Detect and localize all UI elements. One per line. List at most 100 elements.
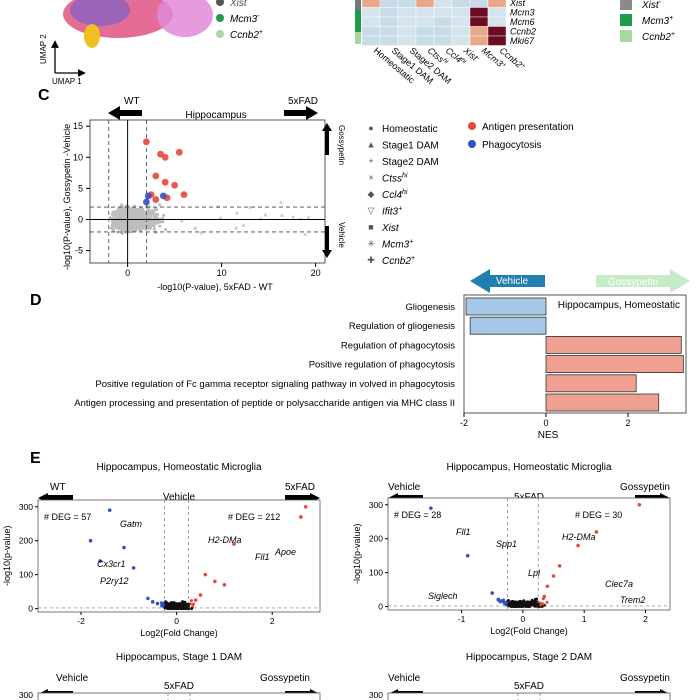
legend-color-label: Phagocytosis (482, 140, 541, 151)
volcano-plot-partial: Hippocampus, Stage 1 DAM Vehicle Gossypeti… (19, 652, 321, 700)
umap-axis-y: UMAP 2 (39, 34, 48, 64)
volcano-point (166, 602, 170, 606)
y-tick-label: 100 (19, 570, 33, 580)
y-tick-label: 200 (369, 534, 383, 544)
background-point (146, 206, 150, 210)
background-point (143, 215, 147, 219)
volcano-plot: Hippocampus, Homeostatic Microglia WT 5xFA… (2, 462, 321, 638)
panel-d-axis: -2 0 2 (460, 413, 631, 428)
heatmap-cell (379, 26, 399, 37)
chart-point (143, 138, 150, 146)
nes-bar (545, 355, 684, 374)
chart-point (213, 579, 217, 584)
x-tick-label: 10 (217, 268, 227, 278)
volcano-point (192, 602, 196, 606)
heatmap-cell (361, 26, 381, 37)
chart-point (180, 191, 188, 199)
chart-point (232, 542, 236, 546)
legend-shape-icon: ▲ (367, 140, 376, 150)
heatmap-cell (433, 16, 453, 27)
background-point (133, 209, 137, 213)
x-tick-label: 1 (582, 614, 587, 624)
volcano-point (181, 606, 185, 610)
volcano-xlabel: Log2(Fold Change) (490, 626, 568, 636)
gene-label: Lpl (528, 568, 541, 578)
volcano-left-label: WT (50, 482, 66, 493)
background-point (117, 208, 121, 213)
volcano-point (533, 604, 537, 608)
heatmap-cell (415, 16, 435, 27)
heatmap-cell (415, 7, 435, 18)
volcano-point (536, 604, 540, 608)
chart-point (551, 574, 556, 578)
volcano-point (164, 604, 168, 608)
gene-label: Cx3cr1 (97, 559, 126, 569)
volcano-point (545, 600, 549, 604)
background-point (109, 226, 114, 230)
deg-count-right: # DEG = 212 (228, 512, 280, 522)
legend-shape-label: Ccnb2+ (382, 255, 415, 267)
deg-count-left: # DEG = 57 (44, 512, 91, 522)
background-point (117, 222, 121, 227)
heatmap-cell (469, 0, 489, 8)
go-term-label: Regulation of phagocytosis (341, 340, 455, 351)
background-point (193, 227, 197, 231)
volcano-point (533, 597, 537, 601)
legend-color-label: Antigen presentation (482, 122, 574, 133)
fad-arrow (284, 106, 318, 120)
panel-d-bars (465, 297, 684, 412)
volcano-point (522, 599, 526, 603)
nes-bar (545, 335, 682, 354)
go-term-label: Positive regulation of Fc gamma receptor… (95, 379, 455, 390)
heatmap-cell (469, 16, 489, 27)
volcano-point (190, 599, 194, 603)
volcano-point (511, 600, 515, 604)
background-point (126, 212, 130, 217)
chart-point (143, 198, 150, 206)
chart-point (496, 598, 501, 602)
chart-point (171, 181, 179, 189)
background-point (128, 224, 133, 228)
y-tick-label: 200 (19, 536, 33, 546)
heatmap-row-label: Mcm3 (510, 8, 535, 18)
heatmap-cell (487, 26, 507, 37)
chart-point (193, 598, 198, 602)
legend-shape-icon: ▽ (368, 206, 375, 216)
heatmap-cell (361, 0, 381, 8)
x-tick-label: -1 (458, 614, 466, 624)
chart-point (594, 530, 599, 534)
background-point (120, 203, 124, 207)
volcano-left-label: Vehicle (388, 673, 421, 684)
legend-shape-icon: ◆ (368, 189, 375, 199)
deg-count-right: # DEG = 30 (575, 510, 622, 520)
go-term-label: Antigen processing and presentation of p… (74, 398, 455, 409)
heatmap-row-label: Xist (509, 0, 526, 8)
background-point (121, 226, 125, 230)
panel-d-xlabel: NES (538, 430, 559, 441)
heatmap-cell (451, 7, 471, 18)
gene-label: Spp1 (496, 539, 517, 549)
y-tick-label: 5 (78, 183, 83, 193)
go-term-label: Positive regulation of phagocytosis (309, 360, 456, 371)
background-point (146, 220, 151, 224)
y-tick-label: 10 (73, 152, 83, 162)
chart-point (152, 196, 160, 203)
background-point (159, 219, 163, 223)
legend-shape-label: Ccl4hi (382, 189, 408, 201)
chart-point (155, 601, 160, 606)
gene-label: Fll1 (456, 527, 471, 537)
y-tick-label: 15 (73, 121, 83, 131)
panel-c-gossypetin: Gossypetin (337, 125, 346, 165)
volcano-ylabel: -log10(p-value) (2, 525, 12, 586)
volcano-title: Hippocampus, Homeostatic Microglia (96, 462, 262, 473)
background-point (134, 223, 138, 227)
volcano-plot-area (37, 692, 321, 700)
chart-point (146, 596, 150, 601)
legend-shape-icon: ● (368, 123, 373, 133)
chart-point (175, 148, 183, 156)
volcano-point (175, 606, 179, 610)
volcano-right-label: Gossypetin (620, 673, 670, 684)
background-point (303, 232, 307, 237)
background-point (148, 213, 152, 217)
volcano-point (507, 603, 511, 607)
